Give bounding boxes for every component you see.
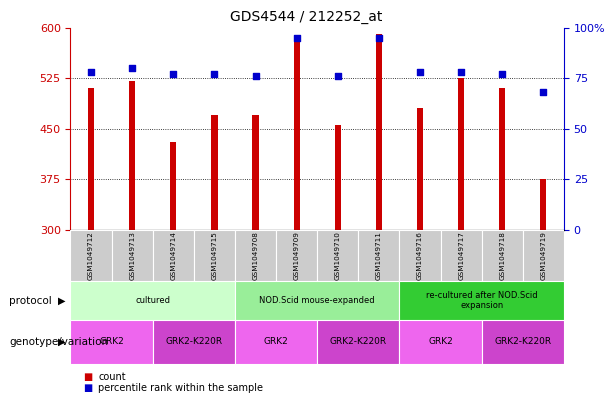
Text: GSM1049708: GSM1049708 (253, 231, 259, 280)
Text: GSM1049709: GSM1049709 (294, 231, 300, 280)
Point (251, 73, 261, 79)
Text: protocol: protocol (9, 296, 52, 306)
Text: GSM1049718: GSM1049718 (499, 231, 505, 280)
Point (210, 71, 219, 77)
Text: GSM1049716: GSM1049716 (417, 231, 423, 280)
Text: GRK2: GRK2 (264, 338, 289, 346)
Bar (70, 320, 153, 364)
Text: GSM1049711: GSM1049711 (376, 231, 382, 280)
Text: GSM1049713: GSM1049713 (129, 231, 135, 280)
Bar (523, 230, 564, 281)
Bar (400, 230, 441, 281)
Bar (540, 179, 546, 230)
Bar (318, 230, 359, 281)
Bar (482, 230, 523, 281)
Bar (70, 281, 235, 320)
Bar (458, 78, 464, 230)
Point (86, 69, 96, 75)
Point (497, 71, 507, 77)
Point (456, 69, 466, 75)
Bar (170, 142, 177, 230)
Point (415, 69, 425, 75)
Text: GRK2-K220R: GRK2-K220R (330, 338, 387, 346)
Text: GSM1049714: GSM1049714 (170, 231, 177, 280)
Text: ▶: ▶ (58, 296, 65, 306)
Bar (235, 281, 400, 320)
Point (333, 73, 343, 79)
Point (374, 35, 384, 41)
Text: ▶: ▶ (58, 337, 65, 347)
Bar (376, 34, 382, 230)
Point (128, 65, 137, 71)
Text: GSM1049719: GSM1049719 (541, 231, 546, 280)
Bar (129, 81, 135, 230)
Text: GRK2-K220R: GRK2-K220R (494, 338, 552, 346)
Bar (400, 281, 564, 320)
Bar (499, 88, 505, 230)
Bar (482, 320, 564, 364)
Text: GRK2: GRK2 (428, 338, 453, 346)
Bar (359, 230, 400, 281)
Text: GSM1049715: GSM1049715 (211, 231, 218, 280)
Text: ■: ■ (83, 372, 92, 382)
Point (169, 71, 178, 77)
Bar (417, 108, 423, 230)
Bar (235, 320, 318, 364)
Bar (235, 230, 276, 281)
Bar (318, 320, 400, 364)
Text: GSM1049710: GSM1049710 (335, 231, 341, 280)
Bar (211, 115, 218, 230)
Text: genotype/variation: genotype/variation (9, 337, 109, 347)
Text: GDS4544 / 212252_at: GDS4544 / 212252_at (230, 10, 383, 24)
Text: count: count (98, 372, 126, 382)
Bar (400, 320, 482, 364)
Point (292, 35, 302, 41)
Text: re-cultured after NOD.Scid
expansion: re-cultured after NOD.Scid expansion (426, 291, 538, 310)
Text: percentile rank within the sample: percentile rank within the sample (98, 383, 263, 393)
Text: ■: ■ (83, 383, 92, 393)
Bar (194, 230, 235, 281)
Bar (153, 230, 194, 281)
Bar (276, 230, 318, 281)
Bar (335, 125, 341, 230)
Bar (294, 38, 300, 230)
Text: GRK2: GRK2 (99, 338, 124, 346)
Bar (253, 115, 259, 230)
Bar (70, 230, 112, 281)
Bar (153, 320, 235, 364)
Bar (88, 88, 94, 230)
Point (538, 89, 548, 95)
Text: GSM1049712: GSM1049712 (88, 231, 94, 280)
Bar (441, 230, 482, 281)
Bar (112, 230, 153, 281)
Text: NOD.Scid mouse-expanded: NOD.Scid mouse-expanded (259, 296, 375, 305)
Text: cultured: cultured (135, 296, 170, 305)
Text: GRK2-K220R: GRK2-K220R (166, 338, 223, 346)
Text: GSM1049717: GSM1049717 (458, 231, 464, 280)
